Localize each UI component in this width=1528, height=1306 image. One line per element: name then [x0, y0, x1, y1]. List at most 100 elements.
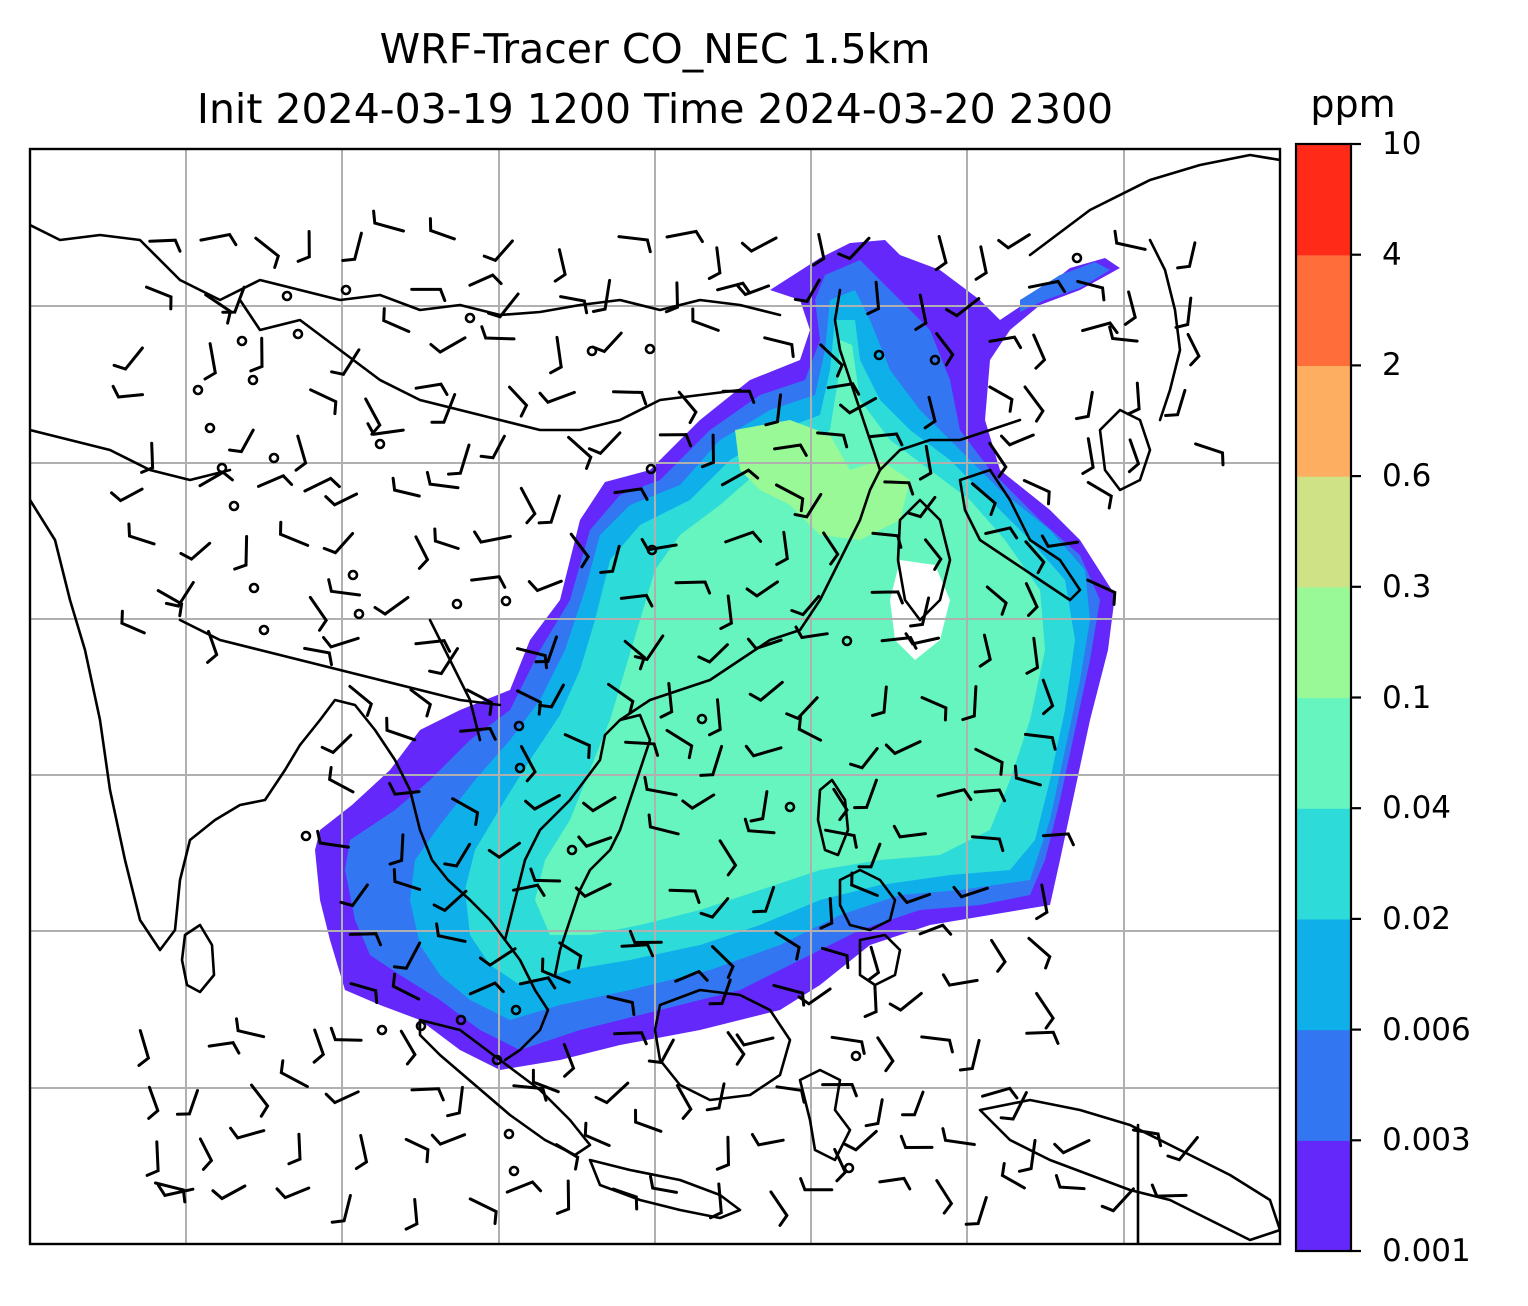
wind-barb-207 [1013, 764, 1042, 787]
colorbar-tick-label: 0.006 [1382, 1011, 1471, 1048]
calm-wind-circle-36 [455, 1014, 467, 1026]
wind-barb-61 [414, 382, 449, 396]
wind-barb-299 [229, 1126, 266, 1140]
wind-barb-71 [923, 395, 937, 430]
wind-barb-214 [718, 839, 738, 877]
wind-barb-206 [973, 788, 1007, 803]
wind-barb-138 [470, 575, 507, 589]
wind-barb-275 [876, 1036, 895, 1073]
wind-barb-63 [508, 385, 529, 418]
wind-barb-38 [1123, 290, 1137, 326]
wind-barb-243 [774, 931, 801, 961]
calm-wind-circle-21 [646, 544, 658, 556]
wind-barb-261 [941, 973, 979, 987]
wind-barb-254 [606, 995, 636, 1016]
plume-level-0.04 [535, 340, 1045, 935]
coastlines [30, 153, 1280, 1244]
wind-barb-134 [164, 581, 195, 608]
wind-barb-129 [924, 538, 943, 571]
wind-barb-224 [512, 883, 546, 897]
colorbar [1294, 142, 1361, 1253]
wind-barb-329 [769, 1190, 789, 1227]
wind-barb-295 [981, 1086, 1019, 1100]
wind-barb-37 [1076, 279, 1106, 302]
colorbar-segment-0.1-0.3 [1296, 586, 1351, 699]
wind-barb-235 [348, 932, 382, 947]
wind-barb-278 [1025, 1030, 1060, 1045]
wind-barb-130 [984, 526, 1019, 540]
wind-barb-57 [1186, 333, 1201, 367]
wind-barb-335 [1054, 1174, 1086, 1191]
wind-barb-216 [824, 828, 858, 849]
wind-barb-213 [647, 813, 680, 836]
wind-barb-256 [708, 978, 732, 1006]
wind-barb-334 [1000, 1162, 1026, 1190]
wind-barb-322 [404, 1198, 419, 1231]
wind-barb-94 [1127, 438, 1141, 474]
wind-barb-137 [373, 596, 410, 616]
wind-barb-150 [120, 609, 146, 635]
calm-wind-circle-15 [248, 582, 260, 594]
wind-barb-73 [1023, 385, 1045, 423]
wind-barb-91 [988, 441, 1008, 479]
border-korea-china [878, 418, 1022, 472]
wind-barb-132 [1040, 534, 1080, 549]
wind-barb-48 [591, 331, 623, 354]
wind-barb-78 [228, 428, 255, 454]
wind-barb-215 [743, 817, 776, 835]
wind-barb-297 [145, 1140, 160, 1177]
wind-barb-76 [1164, 388, 1187, 417]
wind-barb-283 [324, 1090, 360, 1105]
colorbar-tick-label: 10 [1382, 126, 1422, 162]
wind-barb-13 [740, 236, 778, 253]
wind-barb-286 [512, 1084, 548, 1102]
wind-barb-272 [726, 1031, 746, 1066]
wind-barb-118 [322, 532, 355, 555]
coast-sri-lanka [180, 923, 216, 994]
calm-wind-circle-20 [258, 624, 270, 636]
wind-barb-89 [868, 432, 904, 447]
wind-barb-83 [567, 435, 593, 470]
wind-barb-95 [1194, 442, 1225, 467]
calm-wind-circle-34 [376, 1024, 388, 1036]
wind-barb-264 [207, 1040, 241, 1055]
wind-barb-171 [538, 683, 565, 709]
wind-barb-157 [534, 635, 558, 664]
wind-barb-81 [447, 443, 471, 476]
colorbar-tick-label: 0.1 [1382, 679, 1432, 716]
wind-barb-200 [643, 775, 678, 797]
wind-barb-33 [866, 280, 881, 316]
wind-barb-270 [613, 1031, 648, 1046]
wind-barb-232 [897, 891, 932, 905]
wind-barb-109 [883, 480, 915, 496]
wind-barb-35 [945, 297, 981, 318]
calm-wind-circle-8 [247, 374, 259, 386]
calm-wind-circle-2 [340, 284, 352, 296]
wind-barb-262 [1035, 992, 1055, 1030]
wind-barb-231 [850, 871, 879, 897]
wind-barb-62 [430, 393, 457, 424]
wind-barb-131 [1024, 540, 1046, 575]
calm-wind-circle-11 [268, 452, 280, 464]
wind-barb-327 [649, 1174, 678, 1194]
wind-barb-4 [296, 230, 311, 263]
wind-barb-259 [863, 984, 878, 1018]
wind-barb-28 [591, 278, 612, 313]
wind-barb-221 [339, 883, 369, 908]
wind-barb-188 [699, 744, 724, 777]
wind-barb-241 [628, 929, 663, 945]
wind-barb-288 [594, 1081, 630, 1105]
wind-barb-184 [519, 745, 537, 783]
wind-barb-293 [864, 1098, 884, 1128]
wind-barb-25 [468, 273, 503, 287]
wind-barb-174 [708, 698, 722, 737]
wind-barb-173 [659, 682, 674, 719]
wind-barb-75 [1126, 381, 1141, 416]
wind-barb-106 [720, 468, 760, 487]
wind-barb-233 [952, 885, 989, 899]
wind-barb-6 [372, 209, 405, 233]
wind-barb-154 [414, 638, 452, 653]
wind-barb-227 [668, 888, 701, 904]
wind-barb-300 [287, 1132, 302, 1166]
calm-wind-circle-19 [500, 595, 512, 607]
